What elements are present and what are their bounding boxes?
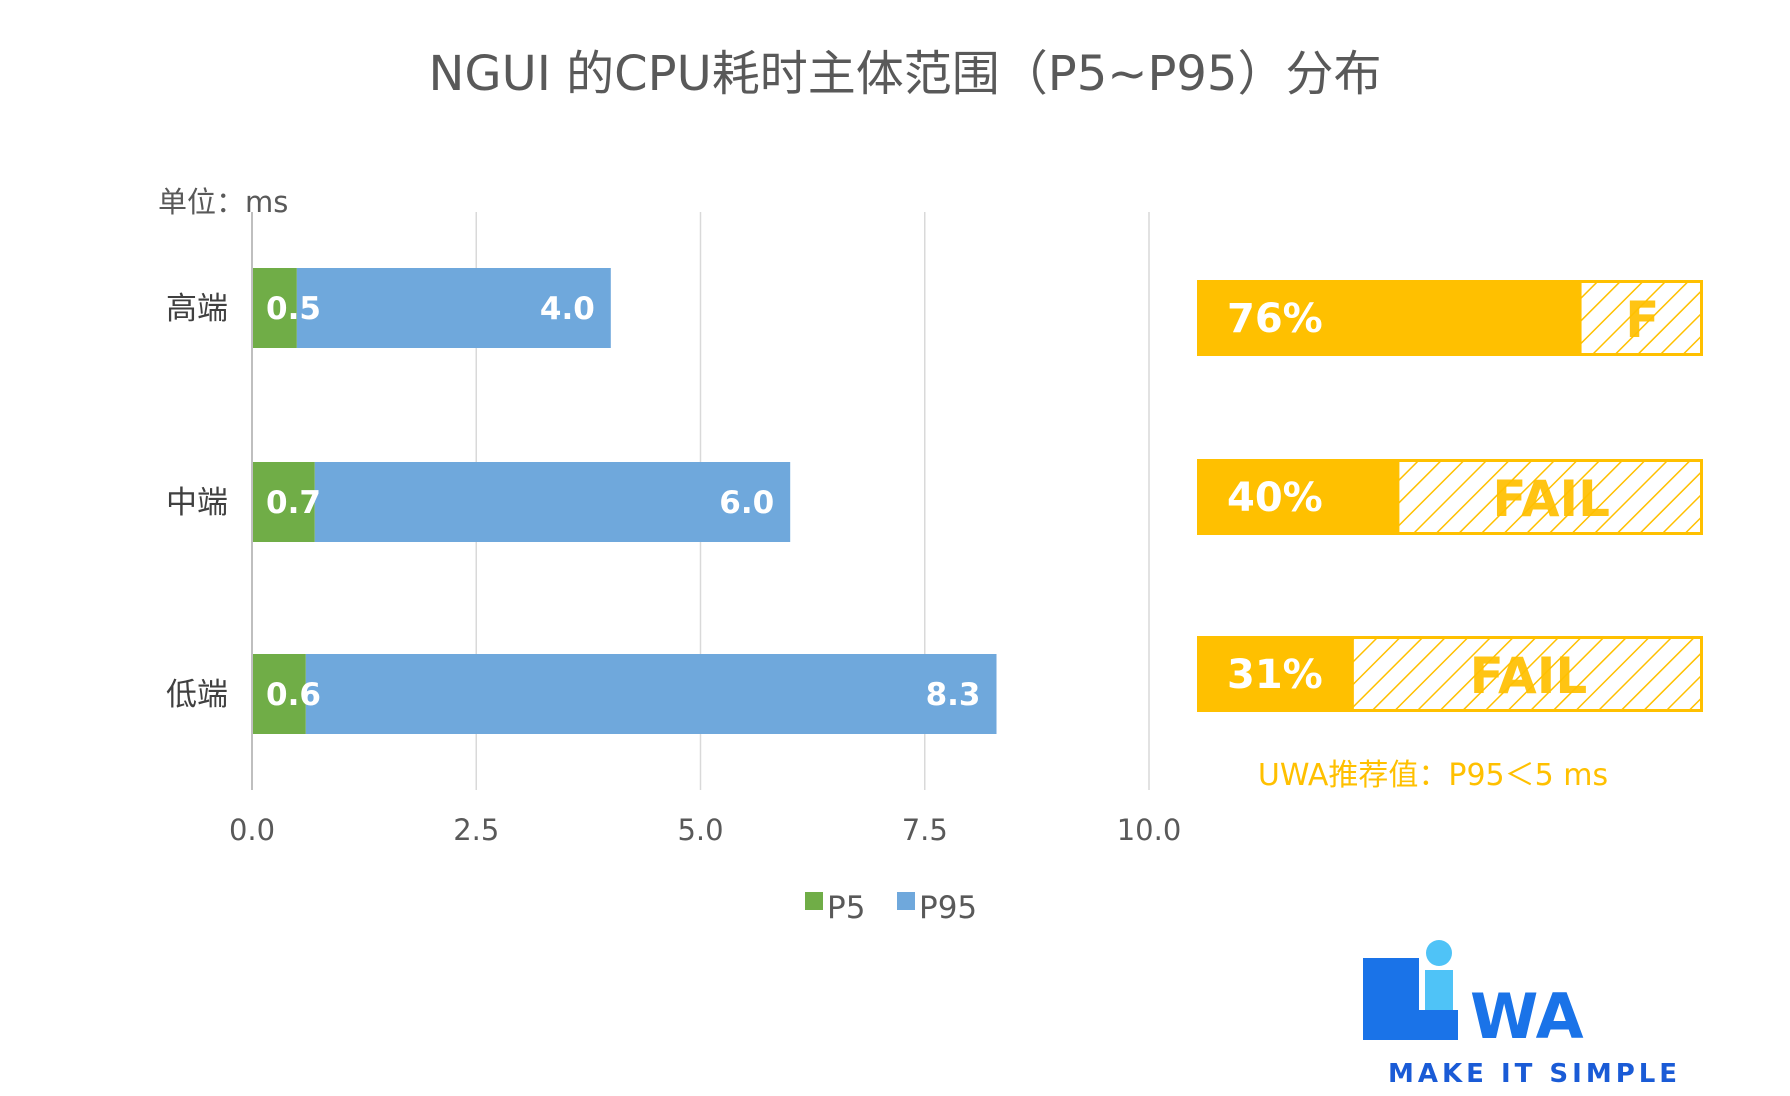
logo-u-base [1363, 1010, 1458, 1040]
bar-label-p95: 4.0 [540, 291, 595, 327]
pass-rate-percent: 76% [1227, 296, 1323, 342]
bar-p95 [305, 654, 997, 734]
bar-layer: 0.5 4.0 0.7 6.0 0.6 8.3 [252, 268, 997, 734]
bar-p5 [252, 462, 315, 542]
logo-i-stem [1425, 970, 1453, 1010]
pass-rate-status: FAIL [1470, 647, 1588, 705]
x-tick-label: 0.0 [229, 813, 275, 847]
bar-label-p5: 0.6 [266, 677, 321, 713]
recommendation-note: UWA推荐值：P95＜5 ms [1258, 758, 1608, 793]
x-tick-label: 7.5 [902, 813, 948, 847]
pass-rate-border [1197, 280, 1703, 356]
chart-title: NGUI 的CPU耗时主体范围（P5~P95）分布 [429, 46, 1382, 102]
bar-p95 [314, 462, 791, 542]
bar-p5 [252, 268, 297, 348]
unit-label: 单位：ms [158, 185, 288, 219]
pass-rate-fill [1197, 636, 1354, 712]
bar-label-p5: 0.7 [266, 485, 321, 521]
category-label: 低端 [166, 677, 228, 713]
legend-swatch [897, 892, 915, 910]
bar-label-p95: 6.0 [719, 485, 774, 521]
pass-rate-fill [1197, 280, 1582, 356]
x-tick-label: 2.5 [453, 813, 499, 847]
x-tick-label: 10.0 [1117, 813, 1182, 847]
logo-i-dot [1426, 940, 1452, 966]
pass-rate-percent: 31% [1227, 652, 1323, 698]
legend: P5 P95 [805, 890, 977, 926]
pass-rate-border [1197, 459, 1703, 535]
bar-p5 [252, 654, 306, 734]
pass-rate-panel: 76% F 40% FAIL 31% FAIL [1197, 280, 1703, 712]
legend-swatch [805, 892, 823, 910]
logo-tagline: MAKE IT SIMPLE [1388, 1059, 1681, 1089]
legend-label: P5 [827, 890, 865, 926]
pass-rate-border [1197, 636, 1703, 712]
pass-rate-percent: 40% [1227, 475, 1323, 521]
category-label: 中端 [166, 485, 228, 521]
pass-rate-status: FAIL [1492, 470, 1610, 528]
uwa-logo: WA MAKE IT SIMPLE [1363, 940, 1681, 1089]
legend-label: P95 [919, 890, 977, 926]
bar-label-p95: 8.3 [926, 677, 981, 713]
category-label: 高端 [166, 291, 228, 327]
pass-rate-fill [1197, 459, 1400, 535]
x-tick-label: 5.0 [677, 813, 723, 847]
logo-wordmark: WA [1470, 980, 1584, 1053]
bar-p95 [296, 268, 611, 348]
bar-label-p5: 0.5 [266, 291, 321, 327]
pass-rate-status: F [1625, 291, 1659, 349]
